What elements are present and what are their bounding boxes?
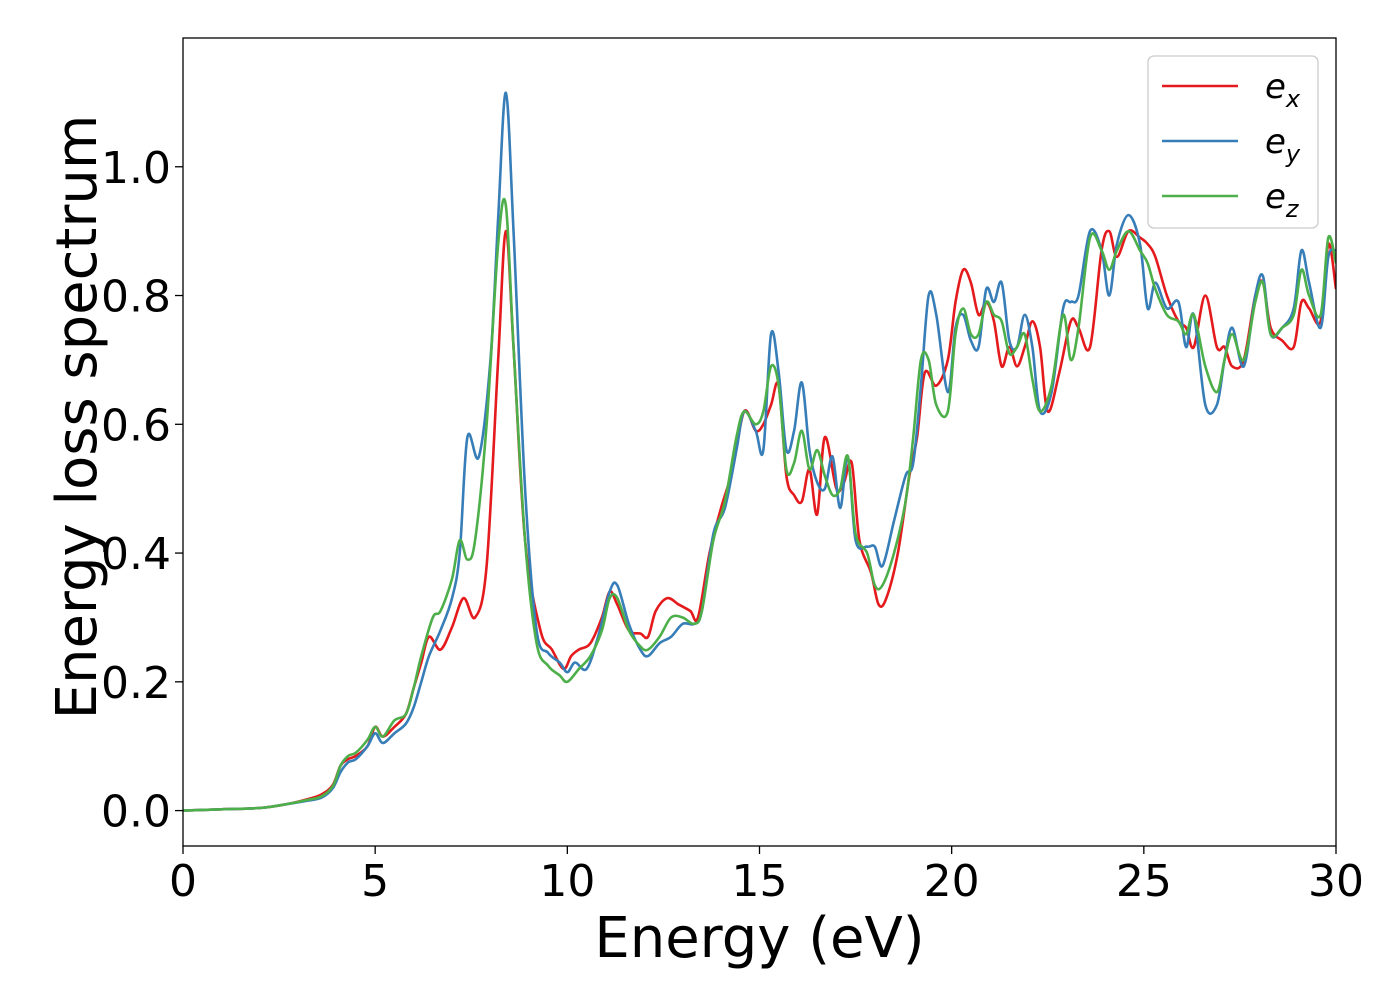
x-tick-label: 10	[539, 856, 595, 907]
y-tick-label: 0.8	[101, 272, 171, 323]
y-tick-label: 1.0	[101, 143, 171, 194]
x-tick-label: 30	[1308, 856, 1364, 907]
legend-entry-x: ex	[1162, 67, 1301, 113]
legend-label: ey	[1265, 122, 1301, 168]
x-tick-label: 15	[732, 856, 788, 907]
y-tick-label: 0.0	[101, 787, 171, 838]
legend-label: ez	[1265, 177, 1300, 223]
x-axis-ticks: 0 5 10 15 20 25 30	[169, 846, 1364, 907]
x-tick-label: 0	[169, 856, 197, 907]
legend-entry-y: ey	[1162, 122, 1301, 168]
y-axis-label: Energy loss spectrum	[45, 115, 110, 720]
series-line-y	[183, 91, 1336, 812]
series-line-z	[183, 197, 1336, 812]
x-tick-label: 5	[361, 856, 389, 907]
y-axis-ticks: 0.0 0.2 0.4 0.6 0.8 1.0	[101, 143, 183, 838]
legend-entry-z: ez	[1162, 177, 1300, 223]
series-line-x	[183, 229, 1336, 812]
x-tick-label: 25	[1116, 856, 1172, 907]
legend-label: ex	[1265, 67, 1301, 113]
plot-lines	[183, 91, 1336, 812]
y-tick-label: 0.4	[101, 529, 171, 580]
x-tick-label: 20	[924, 856, 980, 907]
y-tick-label: 0.6	[101, 400, 171, 451]
legend: ex ey ez	[1147, 55, 1319, 229]
x-axis-label: Energy (eV)	[594, 906, 924, 971]
y-tick-label: 0.2	[101, 658, 171, 709]
